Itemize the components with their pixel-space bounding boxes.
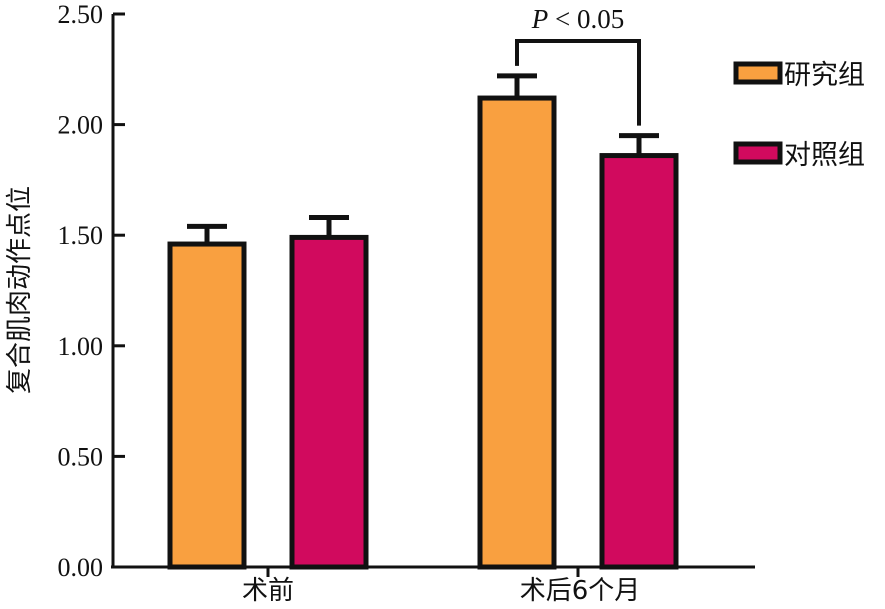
significance-annotation: P < 0.05 <box>515 4 641 126</box>
bar <box>477 95 557 570</box>
y-tick-label: 0.50 <box>58 442 104 471</box>
legend-swatch <box>733 141 783 165</box>
y-tick-label: 2.50 <box>58 0 104 29</box>
significance-bracket <box>515 39 641 126</box>
y-tick-label: 2.00 <box>58 111 104 140</box>
y-tick-label: 1.00 <box>58 332 104 361</box>
bar <box>167 241 247 570</box>
y-tick-label: 0.00 <box>58 553 104 582</box>
axes: 0.00 0.50 1.00 1.50 2.00 2.50 术前 术后6个月 <box>58 0 755 606</box>
legend-swatch <box>733 61 783 85</box>
legend-label: 对照组 <box>784 140 865 171</box>
y-axis-label: 复合肌肉动作点位 <box>5 186 35 394</box>
significance-label: P < 0.05 <box>531 4 624 34</box>
x-tick-label: 术前 <box>242 576 294 606</box>
bar <box>289 234 369 570</box>
bars <box>167 95 679 570</box>
y-tick-label: 1.50 <box>58 221 104 250</box>
error-bars <box>187 73 659 245</box>
legend-label: 研究组 <box>784 60 865 91</box>
x-tick-label: 术后6个月 <box>520 576 641 606</box>
bar <box>599 153 679 570</box>
